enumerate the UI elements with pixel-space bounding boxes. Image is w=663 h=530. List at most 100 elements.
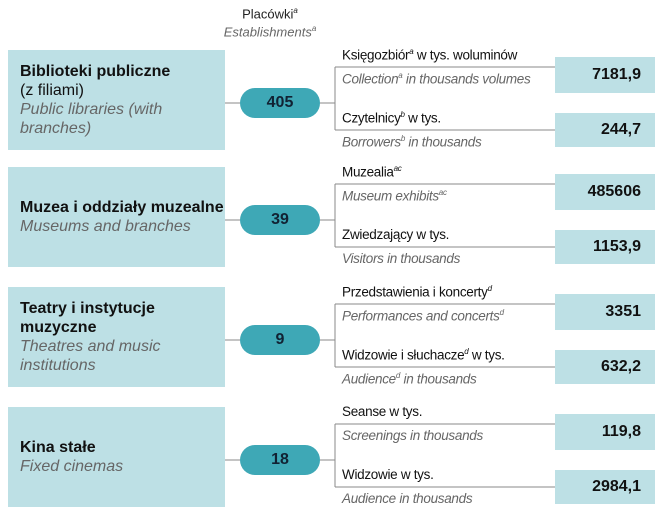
metric-pl: Muzealia (342, 164, 394, 180)
category-name-en-text: Public libraries (with branches) (20, 101, 163, 137)
count-text: 39 (271, 211, 289, 228)
metric-pl: Księgozbiór (342, 47, 410, 63)
count-text: 9 (275, 331, 285, 348)
category-name-en-text: Museums and branches (20, 218, 191, 235)
category-name: Biblioteki publiczne (20, 62, 225, 81)
metric-label-en: Collectiona in thousands volumes (342, 71, 531, 87)
metric-en: Screenings in thousands (342, 428, 483, 443)
footnote-mark: b (400, 110, 405, 119)
metric-pl: Czytelnicy (342, 110, 401, 126)
metric-value: 1153,9 (555, 230, 655, 264)
metric-value-text: 119,8 (601, 423, 641, 440)
metric-label-pl: Zwiedzający w tys. (342, 227, 449, 242)
metric-value-text: 3351 (605, 303, 641, 320)
metric-label-en: Audienced in thousands (342, 371, 477, 387)
metric-label-pl: Muzealiaac (342, 164, 402, 180)
category-name: Kina stałe (20, 438, 225, 457)
footnote-mark: d (499, 308, 504, 317)
establishment-count: 405 (240, 88, 320, 118)
metric-value-text: 2984,1 (592, 478, 641, 495)
metric-pl-rest: w tys. woluminów (413, 47, 518, 63)
category-name-extra: (z filiami) (20, 81, 225, 100)
category-name-pl: Teatry i instytucje muzyczne (20, 300, 155, 336)
category-name-en: Fixed cinemas (20, 457, 225, 476)
establishment-count: 18 (240, 445, 320, 475)
metric-en-rest: in thousands (400, 371, 477, 387)
metric-en: Collection (342, 71, 399, 87)
category-name-pl: Biblioteki publiczne (20, 63, 171, 80)
footnote-mark: d (395, 371, 401, 380)
metric-pl: Zwiedzający w tys. (342, 227, 450, 242)
category-name-en: Public libraries (with branches) (20, 100, 225, 138)
metric-en-rest: in thousands (404, 134, 482, 150)
header-en-text: Establishments (223, 24, 312, 40)
metric-en: Visitors in thousands (342, 251, 461, 266)
header-pl: Placówkia (200, 6, 340, 21)
category-name-en-text: Fixed cinemas (20, 458, 124, 475)
metric-label-pl: Seanse w tys. (342, 404, 422, 419)
footnote-mark: d (464, 347, 469, 356)
metric-pl: Przedstawienia i koncerty (342, 284, 488, 300)
metric-value: 119,8 (555, 414, 655, 450)
header-en: Establishmentsa (200, 24, 340, 39)
category-name-pl: Muzea i oddziały muzealne (20, 199, 224, 216)
footnote-mark: a (293, 6, 298, 15)
metric-label-pl: Widzowie w tys. (342, 467, 434, 482)
metric-value: 7181,9 (555, 57, 655, 93)
metric-en: Audience (342, 371, 396, 387)
count-text: 18 (271, 451, 289, 468)
count-text: 405 (266, 94, 294, 111)
category-name-en-text: Theatres and music institutions (20, 338, 161, 374)
metric-label-pl: Przedstawienia i koncertyd (342, 284, 492, 300)
footnote-mark: a (398, 71, 403, 80)
metric-pl: Widzowie i słuchacze (342, 347, 465, 363)
metric-en: Performances and concerts (342, 308, 500, 324)
metric-en: Museum exhibits (342, 188, 439, 204)
header-pl-text: Placówki (242, 6, 294, 22)
metric-pl: Seanse w tys. (342, 404, 423, 419)
metric-label-pl: Czytelnicyb w tys. (342, 110, 441, 126)
metric-label-pl: Widzowie i słuchaczed w tys. (342, 347, 505, 363)
footnote-mark: d (487, 284, 492, 293)
metric-label-en: Museum exhibitsac (342, 188, 447, 204)
metric-en-rest: in thousands volumes (402, 71, 531, 87)
metric-label-en: Visitors in thousands (342, 251, 460, 266)
metric-label-pl: Księgozbióra w tys. woluminów (342, 47, 517, 63)
metric-value: 632,2 (555, 350, 655, 384)
metric-pl: Widzowie w tys. (342, 467, 434, 482)
category-name: Muzea i oddziały muzealne (20, 198, 225, 217)
metric-en: Borrowers (342, 134, 401, 150)
metric-en: Audience in thousands (342, 491, 473, 506)
establishment-count: 9 (240, 325, 320, 355)
metric-value: 3351 (555, 294, 655, 330)
metric-label-en: Audience in thousands (342, 491, 473, 506)
footnote-mark: a (311, 24, 317, 33)
metric-label-en: Performances and concertsd (342, 308, 504, 324)
establishment-count: 39 (240, 205, 320, 235)
category-name-en: Theatres and music institutions (20, 337, 225, 375)
category-box: Muzea i oddziały muzealne Museums and bra… (8, 167, 225, 267)
metric-value-text: 244,7 (600, 121, 641, 138)
metric-value: 244,7 (555, 113, 655, 147)
metric-value-text: 1153,9 (592, 238, 641, 255)
metric-value: 485606 (555, 174, 655, 210)
category-box: Biblioteki publiczne (z filiami) Public li… (8, 50, 225, 150)
metric-label-en: Borrowersb in thousands (342, 134, 482, 150)
category-name-pl: Kina stałe (20, 439, 96, 456)
category-name: Teatry i instytucje muzyczne (20, 299, 225, 337)
category-box: Kina stałe Fixed cinemas (8, 407, 225, 507)
footnote-mark: a (409, 47, 414, 56)
metric-value-text: 7181,9 (592, 66, 641, 83)
footnote-mark: ac (438, 188, 447, 197)
metric-pl-rest: w tys. (404, 110, 441, 126)
footnote-mark: b (400, 134, 405, 143)
category-box: Teatry i instytucje muzyczne Theatres and… (8, 287, 225, 387)
category-name-en: Museums and branches (20, 217, 225, 236)
metric-label-en: Screenings in thousands (342, 428, 483, 443)
metric-value: 2984,1 (555, 470, 655, 504)
metric-value-text: 632,2 (600, 358, 641, 375)
metric-value-text: 485606 (587, 183, 641, 200)
category-name-extra-text: (z filiami) (20, 82, 84, 99)
